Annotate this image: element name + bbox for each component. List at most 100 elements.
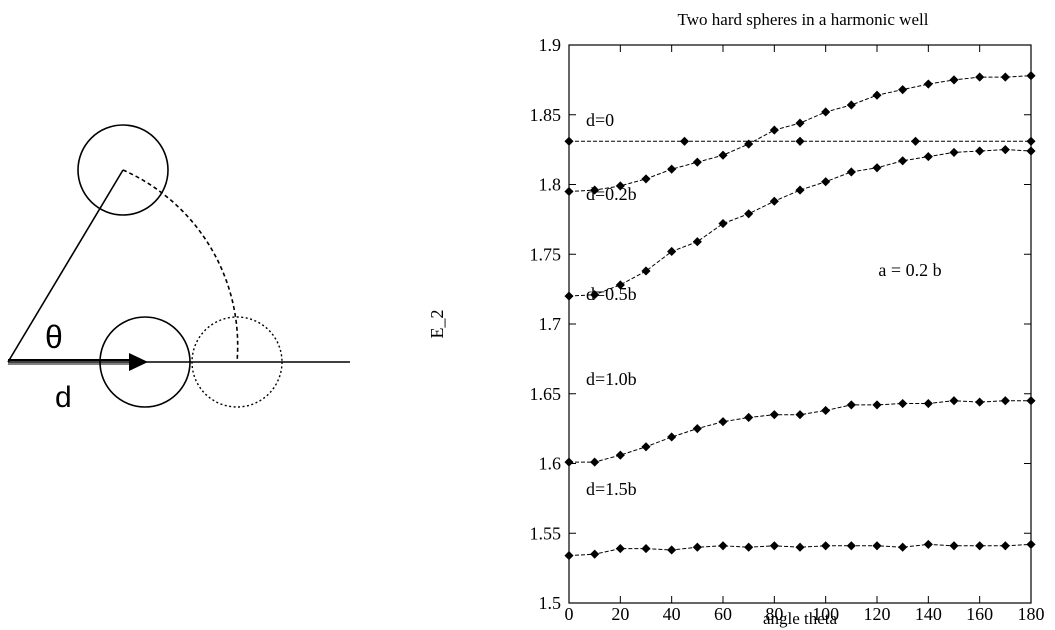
data-point xyxy=(641,174,651,184)
data-point xyxy=(795,185,805,195)
data-point xyxy=(590,185,600,195)
data-point xyxy=(1026,146,1036,156)
data-point xyxy=(1000,541,1010,551)
data-point xyxy=(641,442,651,452)
data-point xyxy=(872,163,882,173)
data-point xyxy=(910,136,921,146)
data-point xyxy=(846,100,856,110)
x-tick-label: 0 xyxy=(565,604,574,624)
data-point xyxy=(718,150,728,160)
sphere-rotated xyxy=(77,124,169,216)
y-tick-label: 1.75 xyxy=(530,244,562,264)
series-label: d=0.2b xyxy=(586,184,637,204)
data-point xyxy=(975,397,985,407)
series-line xyxy=(568,75,1032,192)
data-point xyxy=(898,542,908,552)
x-tick-label: 40 xyxy=(663,604,681,624)
series-d=0.2b xyxy=(564,71,1036,197)
plot-frame xyxy=(568,44,1032,604)
data-point xyxy=(615,544,625,554)
data-point xyxy=(872,400,882,410)
data-point xyxy=(1000,72,1010,82)
data-point xyxy=(975,72,985,82)
data-point xyxy=(769,410,779,420)
data-point xyxy=(1026,71,1036,81)
data-point xyxy=(949,396,959,406)
sphere-reference-dotted xyxy=(191,316,283,408)
x-tick-label: 100 xyxy=(812,604,839,624)
x-tick-label: 180 xyxy=(1018,604,1045,624)
chart: Two hard spheres in a harmonic well 0 20 4… xyxy=(427,10,1045,628)
data-point xyxy=(949,541,959,551)
data-point xyxy=(1000,145,1010,155)
data-point xyxy=(769,541,779,551)
d-label: d xyxy=(55,381,72,414)
rotated-arm xyxy=(7,169,124,363)
data-point xyxy=(1026,396,1036,406)
data-point xyxy=(641,544,651,554)
data-point xyxy=(898,398,908,409)
series-layer xyxy=(564,71,1036,561)
data-point xyxy=(692,157,702,167)
data-point xyxy=(679,136,690,146)
data-point xyxy=(692,424,702,434)
series-d=1.5b xyxy=(564,539,1036,561)
data-point xyxy=(641,266,651,276)
series-line xyxy=(568,149,1032,297)
data-point xyxy=(590,457,600,467)
data-point xyxy=(1026,539,1036,549)
series-label: d=0.5b xyxy=(586,284,637,304)
data-point xyxy=(692,542,702,552)
y-tick-label: 1.85 xyxy=(530,105,562,125)
x-tick-label: 160 xyxy=(966,604,993,624)
data-point xyxy=(615,450,625,460)
series-line xyxy=(569,400,1031,463)
sphere-displaced xyxy=(99,316,191,408)
x-axis-label: angle theta xyxy=(763,609,838,628)
data-point xyxy=(769,196,779,206)
series-label: d=0 xyxy=(586,110,614,130)
x-axis: 0 20 40 60 80 100 120 140 160 180 xyxy=(565,45,1045,624)
x-tick-label: 60 xyxy=(714,604,732,624)
x-tick-label: 80 xyxy=(765,604,783,624)
data-point xyxy=(744,412,754,423)
data-point xyxy=(590,290,600,300)
data-point xyxy=(744,542,754,552)
data-point xyxy=(898,156,908,166)
y-tick-label: 1.9 xyxy=(539,35,562,55)
data-point xyxy=(821,177,831,187)
data-point xyxy=(667,246,677,257)
y-tick-label: 1.65 xyxy=(530,384,562,404)
data-point xyxy=(564,136,574,146)
y-tick-label: 1.8 xyxy=(539,175,562,195)
data-point xyxy=(949,75,959,85)
data-point xyxy=(564,186,574,197)
data-point xyxy=(923,79,933,89)
series-d=1.0b xyxy=(564,396,1036,467)
data-point xyxy=(564,457,574,467)
series-d=0 xyxy=(564,136,1036,146)
data-point xyxy=(1026,136,1036,146)
theta-label: θ xyxy=(45,319,63,355)
y-axis: 1.5 1.55 1.6 1.65 1.7 1.75 1.8 1.85 1.9 xyxy=(530,35,1031,613)
data-point xyxy=(667,545,677,555)
data-point xyxy=(667,432,677,442)
data-point xyxy=(564,291,574,301)
data-point xyxy=(821,107,831,117)
data-point xyxy=(795,410,805,420)
data-point xyxy=(744,209,754,219)
arrow-head-icon xyxy=(129,353,148,371)
y-tick-label: 1.6 xyxy=(539,454,562,474)
data-point xyxy=(846,541,856,551)
data-point xyxy=(1000,396,1010,406)
data-point xyxy=(564,551,574,561)
y-tick-label: 1.55 xyxy=(530,523,562,543)
data-point xyxy=(667,164,677,174)
x-tick-label: 20 xyxy=(611,604,629,624)
data-point xyxy=(769,125,779,135)
data-point xyxy=(846,400,856,410)
rotation-arc xyxy=(122,169,239,363)
annotation-a-equals: a = 0.2 b xyxy=(878,260,941,280)
data-point xyxy=(590,549,600,559)
